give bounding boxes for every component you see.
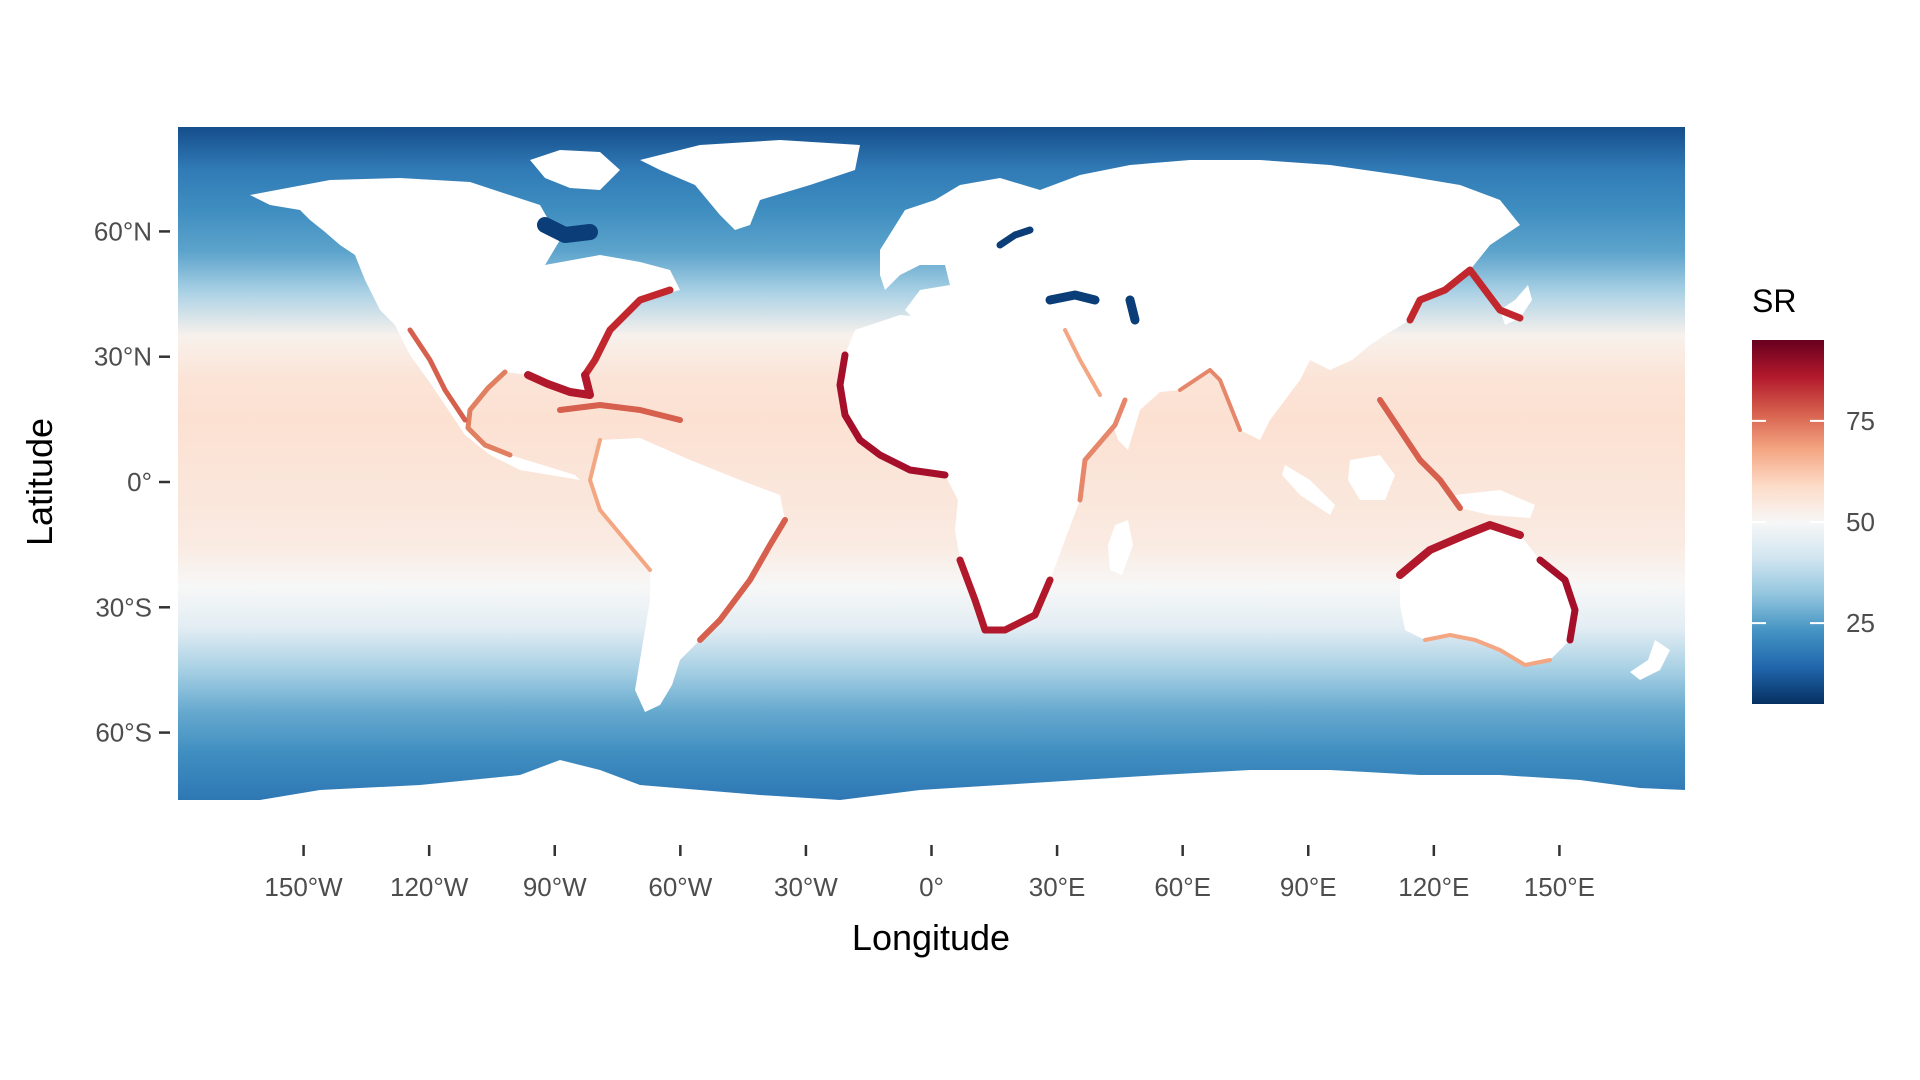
x-axis-title: Longitude [852, 917, 1010, 958]
legend-title: SR [1752, 283, 1796, 319]
x-tick-label: 60°E [1154, 872, 1211, 902]
legend: SR 25 50 75 [1752, 283, 1875, 704]
land-sumatra [1282, 465, 1335, 515]
land-new-zealand [1630, 640, 1670, 680]
hotspot-south-australia [1423, 633, 1552, 667]
cold-sea-black-caspian [1045, 290, 1140, 325]
land-borneo [1348, 455, 1395, 500]
hotspot-south-america-west [588, 438, 652, 572]
y-tick-label: 30°S [95, 592, 152, 622]
land-eurasia [880, 160, 1520, 450]
land-madagascar [1108, 520, 1133, 575]
land-greenland [640, 140, 860, 230]
hotspot-coral-triangle [1377, 397, 1463, 511]
land-australia [1400, 525, 1575, 665]
x-tick-label: 30°W [774, 872, 838, 902]
x-tick-label: 90°E [1280, 872, 1337, 902]
hotspot-central-america [465, 369, 513, 458]
land-africa [840, 315, 1125, 630]
y-tick-label: 0° [127, 467, 152, 497]
hotspot-us-east-coast [581, 286, 674, 379]
hotspot-east-asia [1406, 266, 1524, 324]
hotspot-india [1178, 368, 1242, 432]
y-tick-label: 30°N [94, 342, 152, 372]
hotspot-east-africa [1077, 397, 1128, 503]
hotspot-west-africa [836, 351, 949, 479]
land-north-america [250, 178, 680, 480]
hotspot-east-australia [1536, 556, 1579, 644]
x-tick-label: 0° [919, 872, 944, 902]
land-arctic-islands [530, 150, 620, 190]
x-tick-label: 150°E [1524, 872, 1595, 902]
y-axis: 60°N 30°N 0° 30°S 60°S [94, 216, 170, 748]
cold-sea-baltic [996, 226, 1034, 249]
hotspot-southern-africa [956, 556, 1054, 634]
hotspot-brazil [697, 517, 788, 643]
y-axis-title: Latitude [19, 418, 60, 546]
x-tick-label: 150°W [264, 872, 343, 902]
land-masses [178, 140, 1685, 837]
legend-break-label: 50 [1846, 507, 1875, 537]
x-tick-label: 90°W [523, 872, 587, 902]
y-tick-label: 60°S [95, 718, 152, 748]
map-panel [178, 127, 1685, 837]
legend-break-label: 25 [1846, 608, 1875, 638]
coastal-hotspots [407, 217, 1579, 667]
x-axis: 150°W 120°W 90°W 60°W 30°W 0° 30°E 60°E 90°E 120°… [264, 845, 1595, 902]
legend-break-label: 75 [1846, 406, 1875, 436]
x-tick-label: 30°E [1029, 872, 1086, 902]
y-tick-label: 60°N [94, 216, 152, 246]
hotspot-north-australia [1396, 521, 1524, 579]
x-tick-label: 60°W [648, 872, 712, 902]
cold-sea-hudson-bay [537, 217, 598, 243]
x-tick-label: 120°W [390, 872, 469, 902]
hotspot-caribbean [557, 402, 683, 423]
land-scandinavia [960, 190, 1050, 245]
land-new-guinea [1455, 490, 1535, 518]
hotspot-red-sea [1063, 328, 1102, 397]
land-antarctica [178, 760, 1685, 837]
hotspot-us-west-coast [407, 327, 468, 423]
land-south-america [590, 438, 785, 712]
x-tick-label: 120°E [1398, 872, 1469, 902]
hotspot-gulf-of-mexico [524, 371, 594, 399]
